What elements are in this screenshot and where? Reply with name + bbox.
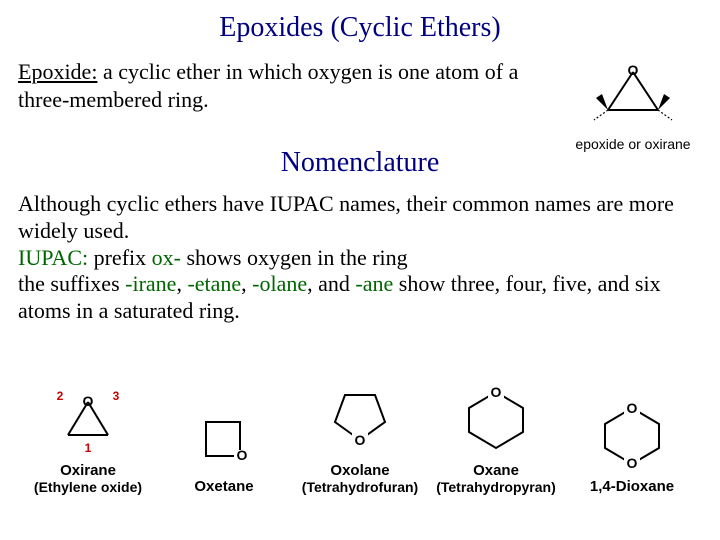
mol-name: Oxane xyxy=(473,462,519,479)
mol-oxetane: O Oxetane xyxy=(156,396,292,495)
mol-alt: (Ethylene oxide) xyxy=(34,479,142,495)
mol-name: 1,4-Dioxane xyxy=(590,478,674,495)
suffix-etane: -etane xyxy=(187,271,241,296)
slide-title: Epoxides (Cyclic Ethers) xyxy=(18,12,702,44)
mol-alt: (Tetrahydropyran) xyxy=(436,479,556,495)
svg-text:3: 3 xyxy=(113,389,120,403)
iupac-t1: prefix xyxy=(88,245,152,270)
svg-text:O: O xyxy=(237,447,248,463)
body-line1: Although cyclic ethers have IUPAC names,… xyxy=(18,191,674,243)
iupac-label: IUPAC: xyxy=(18,245,88,270)
mol-alt: (Tetrahydrofuran) xyxy=(302,479,418,495)
molecule-row: O 1 2 3 Oxirane (Ethylene oxide) O Oxeta… xyxy=(0,380,720,495)
suffix-irane: -irane xyxy=(125,271,176,296)
epoxide-structure-image: O epoxide or oxirane xyxy=(568,62,698,152)
svg-text:O: O xyxy=(491,384,502,400)
mol-oxolane: O Oxolane (Tetrahydrofuran) xyxy=(292,380,428,495)
suffix-lead: the suffixes xyxy=(18,271,125,296)
epoxide-caption: epoxide or oxirane xyxy=(575,136,690,152)
mol-name: Oxetane xyxy=(194,478,253,495)
iupac-t2: shows oxygen in the ring xyxy=(181,245,408,270)
comma1: , xyxy=(176,271,187,296)
mol-name: Oxolane xyxy=(330,462,389,479)
suffix-ane: -ane xyxy=(355,271,393,296)
svg-text:O: O xyxy=(628,62,639,78)
svg-text:O: O xyxy=(83,393,94,409)
svg-text:1: 1 xyxy=(85,441,92,455)
body-text: Although cyclic ethers have IUPAC names,… xyxy=(18,191,702,325)
mol-name: Oxirane xyxy=(60,462,116,479)
mol-oxane: O Oxane (Tetrahydropyran) xyxy=(428,380,564,495)
mol-dioxane: O O 1,4-Dioxane xyxy=(564,396,700,495)
svg-text:O: O xyxy=(627,400,638,416)
and-text: , and xyxy=(307,271,355,296)
mol-oxirane: O 1 2 3 Oxirane (Ethylene oxide) xyxy=(20,380,156,495)
suffix-olane: -olane xyxy=(252,271,307,296)
prefix-ox: ox- xyxy=(152,245,181,270)
svg-text:O: O xyxy=(355,432,366,448)
svg-text:O: O xyxy=(627,455,638,471)
comma2: , xyxy=(241,271,252,296)
definition-term: Epoxide: xyxy=(18,59,97,84)
definition-block: Epoxide: a cyclic ether in which oxygen … xyxy=(18,58,558,113)
svg-text:2: 2 xyxy=(57,389,64,403)
